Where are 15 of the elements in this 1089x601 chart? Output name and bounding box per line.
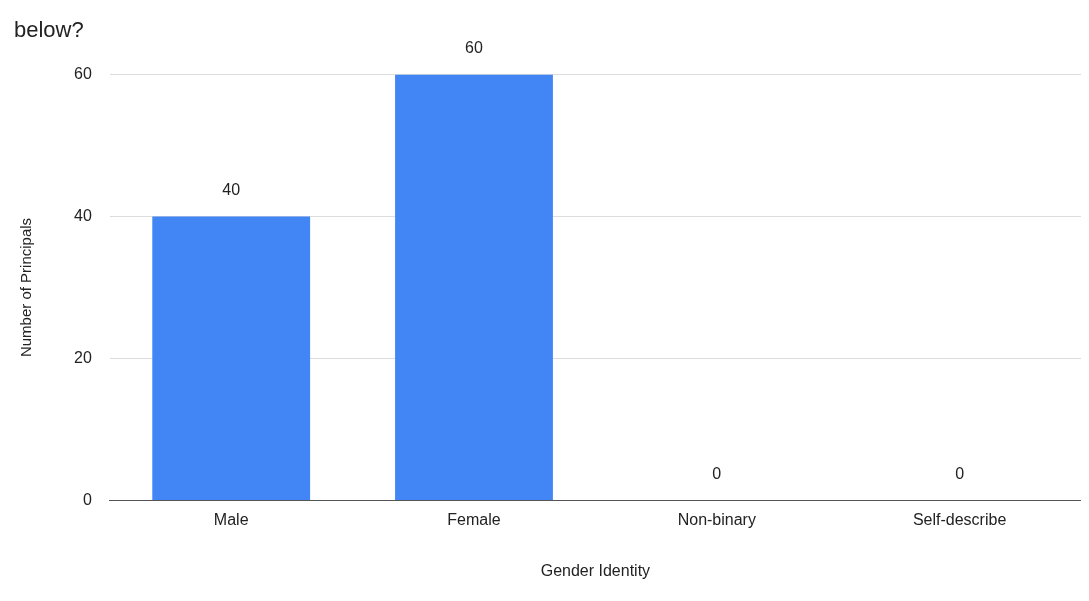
data-label: 0: [955, 465, 965, 483]
y-tick-label: 60: [74, 64, 92, 82]
y-axis-title: Number of Principals: [17, 217, 35, 358]
y-tick-label: 20: [74, 348, 92, 366]
x-tick-label: Male: [213, 510, 249, 528]
x-axis-title: Gender Identity: [540, 561, 651, 579]
chart-title: below?: [14, 17, 84, 43]
data-label: 0: [712, 465, 722, 483]
data-label: 60: [465, 38, 483, 56]
data-label: 40: [222, 180, 241, 198]
y-tick-label: 0: [82, 491, 92, 509]
x-tick-label: Female: [447, 510, 501, 528]
y-tick-label: 40: [74, 206, 92, 224]
x-tick-label: Non-binary: [677, 510, 756, 528]
x-tick-label: Self-describe: [912, 510, 1007, 528]
